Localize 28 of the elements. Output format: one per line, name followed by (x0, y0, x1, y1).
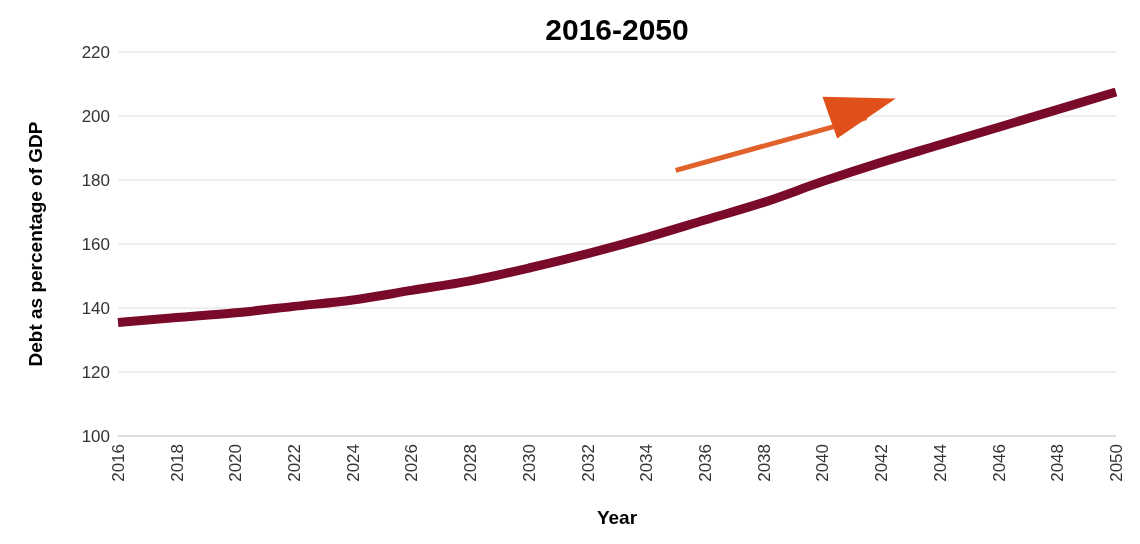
x-tick-label: 2048 (1048, 444, 1068, 482)
x-tick-label: 2046 (989, 444, 1009, 482)
x-tick-label: 2038 (754, 444, 774, 482)
x-tick-label: 2028 (461, 444, 481, 482)
x-tick-label: 2032 (578, 444, 598, 482)
y-tick-label: 140 (81, 298, 110, 318)
x-tick-label: 2050 (1106, 444, 1126, 482)
x-tick-label: 2042 (872, 444, 892, 482)
chart-title: 2016-2050 (545, 13, 689, 46)
x-tick-label: 2040 (813, 444, 833, 482)
x-tick-label: 2026 (402, 444, 422, 482)
x-tick-label: 2024 (343, 444, 363, 482)
x-tick-label: 2020 (226, 444, 246, 482)
y-tick-label: 180 (81, 170, 110, 190)
y-tick-label: 200 (81, 106, 110, 126)
y-tick-label: 220 (81, 42, 110, 62)
y-tick-label: 120 (81, 362, 110, 382)
y-tick-label: 160 (81, 234, 110, 254)
x-tick-label: 2022 (285, 444, 305, 482)
x-tick-label: 2036 (696, 444, 716, 482)
x-tick-label: 2018 (167, 444, 187, 482)
x-tick-label: 2016 (108, 444, 128, 482)
x-tick-label: 2034 (637, 444, 657, 482)
x-tick-label: 2044 (930, 444, 950, 482)
x-tick-label: 2030 (519, 444, 539, 482)
x-axis-title: Year (596, 507, 638, 528)
y-axis-title: Debt as percentage of GDP (25, 121, 46, 367)
y-tick-label: 100 (81, 426, 110, 446)
